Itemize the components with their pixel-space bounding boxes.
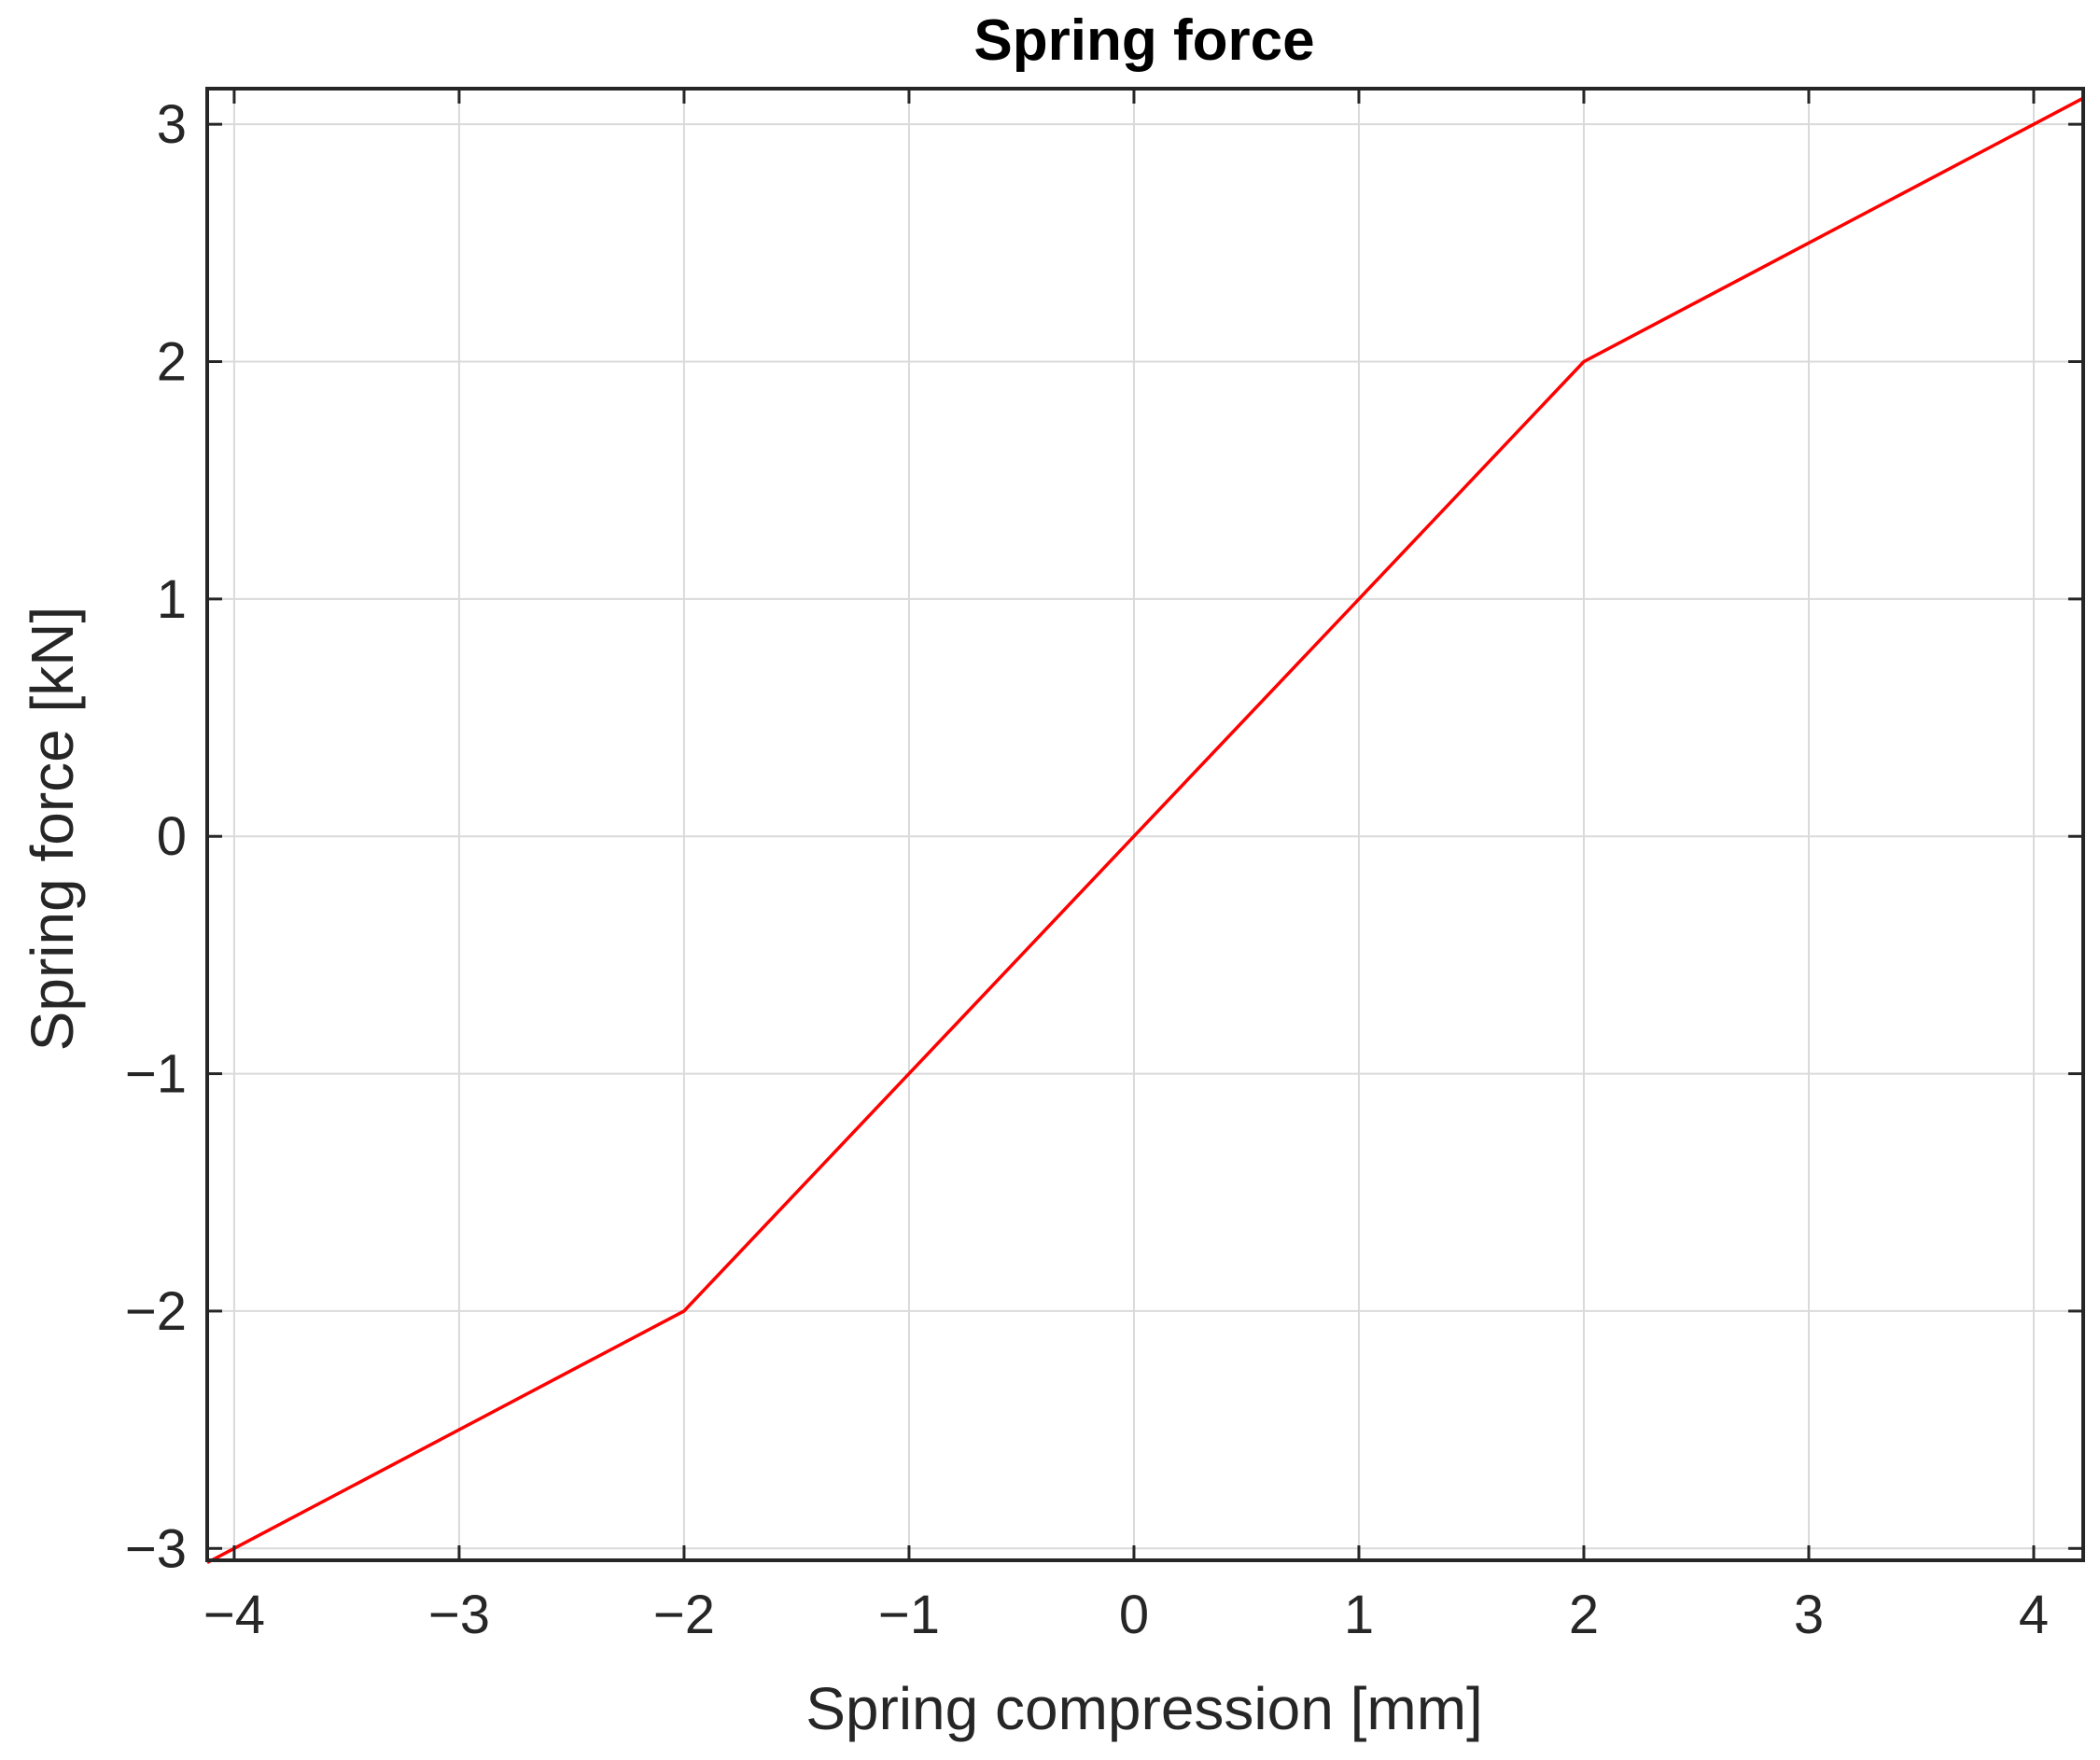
x-tick-label: −2 [653,1585,715,1645]
tick-marks [207,89,2083,1560]
y-tick-label: 3 [157,94,187,155]
y-tick-label: 0 [157,806,187,867]
x-tick-label: −1 [878,1585,940,1645]
x-tick-label: 0 [1119,1585,1149,1645]
x-tick-labels: −4 −3 −2 −1 0 1 2 3 4 [203,1585,2049,1645]
y-tick-labels: −3 −2 −1 0 1 2 3 [125,94,187,1579]
y-tick-label: −2 [125,1281,187,1342]
x-tick-label: 2 [1569,1585,1599,1645]
x-tick-label: 4 [2019,1585,2049,1645]
y-tick-label: −3 [125,1518,187,1579]
grid [207,89,2083,1560]
y-tick-label: −1 [125,1044,187,1105]
x-axis-label: Spring compression [mm] [805,1675,1483,1742]
series-layer [206,96,2084,1565]
y-axis-label: Spring force [kN] [19,607,86,1052]
x-tick-label: 1 [1344,1585,1374,1645]
x-tick-label: −4 [203,1585,265,1645]
series-line [206,96,2084,1565]
chart-title: Spring force [973,8,1314,73]
x-tick-label: −3 [428,1585,490,1645]
y-tick-label: 1 [157,569,187,630]
y-tick-label: 2 [157,332,187,393]
plot-frame [205,87,2085,1562]
x-tick-label: 3 [1794,1585,1824,1645]
